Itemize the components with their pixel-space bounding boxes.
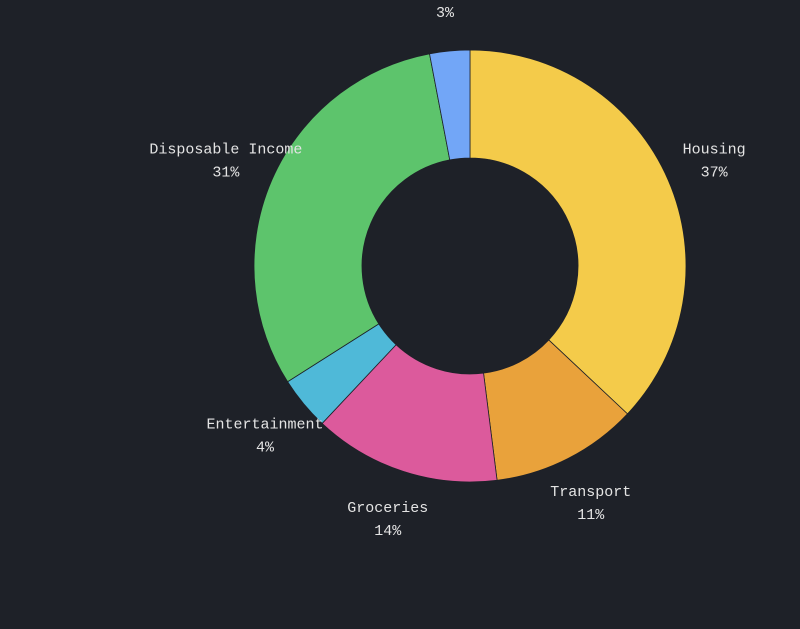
donut-slice [429,49,471,161]
slice-label: Housing [683,141,746,158]
donut-slice [469,49,687,415]
donut-slice [253,53,451,383]
slice-value-label: 14% [374,523,402,540]
slice-label: Entertainment [207,417,324,434]
slice-value-label: 11% [577,507,605,524]
slice-value-label: 31% [212,164,240,181]
slice-label: Groceries [347,500,428,517]
donut-slice [321,344,498,483]
slice-value-label: 3% [436,5,455,22]
slice-label: Transport [550,484,631,501]
slice-value-label: 4% [256,440,275,457]
slice-label: Disposable Income [149,141,302,158]
slice-value-label: 37% [701,164,729,181]
